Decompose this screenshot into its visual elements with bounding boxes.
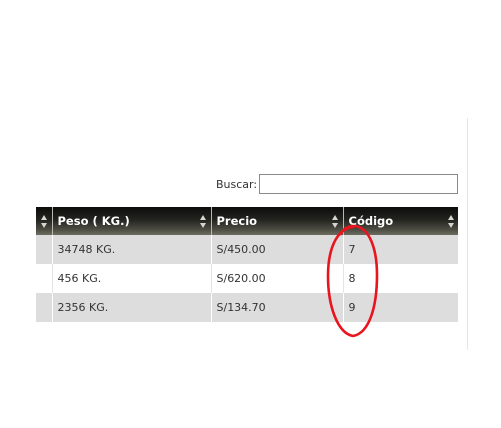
table-row[interactable]: 456 KG. S/620.00 8	[36, 264, 458, 293]
column-header-precio[interactable]: Precio	[210, 207, 343, 235]
table-cell-codigo: 8	[342, 264, 458, 293]
table-cell-precio: S/620.00	[210, 264, 343, 293]
column-header-select[interactable]	[36, 207, 52, 235]
page-edge-divider	[467, 118, 468, 350]
table-header-row: Peso ( KG.) Precio Código	[36, 207, 458, 235]
search-bar: Buscar:	[216, 174, 459, 194]
column-header-label: Peso ( KG.)	[57, 214, 130, 228]
table-cell-precio: S/450.00	[210, 235, 343, 264]
sort-both-icon	[447, 214, 454, 228]
search-input[interactable]	[259, 174, 459, 194]
table-cell-codigo: 9	[342, 293, 458, 322]
table-cell-select	[36, 293, 52, 322]
sort-both-icon	[200, 214, 207, 228]
column-header-peso[interactable]: Peso ( KG.)	[51, 207, 211, 235]
table-cell-precio: S/134.70	[210, 293, 343, 322]
table-cell-select	[36, 235, 52, 264]
table-cell-peso: 34748 KG.	[51, 235, 211, 264]
table-cell-peso: 456 KG.	[51, 264, 211, 293]
table-cell-select	[36, 264, 52, 293]
data-table: Peso ( KG.) Precio Código 34748 KG.	[36, 207, 458, 322]
column-header-codigo[interactable]: Código	[342, 207, 458, 235]
table-row[interactable]: 34748 KG. S/450.00 7	[36, 235, 458, 264]
sort-both-icon	[332, 214, 339, 228]
search-label: Buscar:	[216, 177, 258, 191]
column-header-label: Precio	[216, 214, 258, 228]
table-row[interactable]: 2356 KG. S/134.70 9	[36, 293, 458, 322]
sort-both-icon	[40, 214, 47, 228]
table-cell-peso: 2356 KG.	[51, 293, 211, 322]
column-header-label: Código	[348, 214, 394, 228]
table-cell-codigo: 7	[342, 235, 458, 264]
